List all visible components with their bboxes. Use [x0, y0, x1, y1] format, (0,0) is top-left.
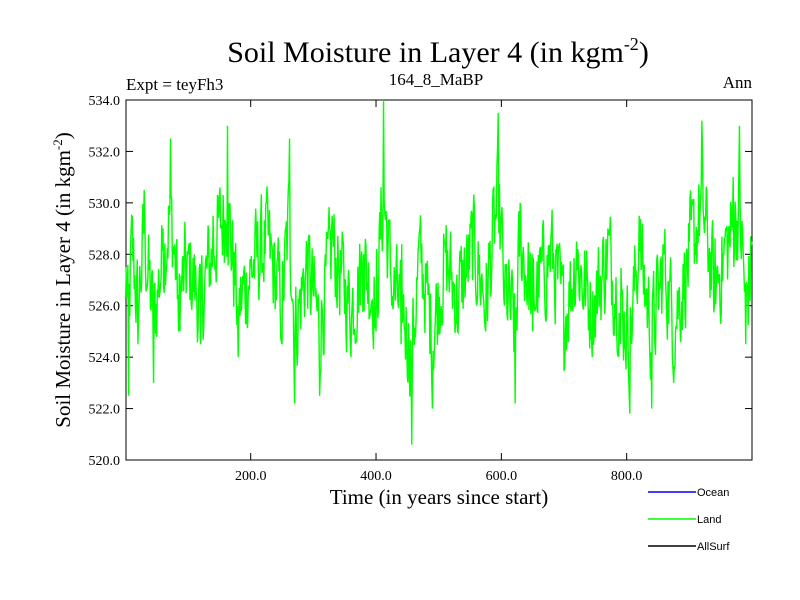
- x-axis-label: Time (in years since start): [330, 485, 549, 509]
- chart-title: Soil Moisture in Layer 4 (in kgm-2): [227, 34, 649, 69]
- subtitle-center: 164_8_MaBP: [389, 70, 483, 89]
- x-tick-label: 400.0: [360, 469, 392, 484]
- x-axis-ticks: 200.0 400.0 600.0 800.0: [235, 100, 642, 484]
- legend-label-ocean: Ocean: [697, 487, 729, 499]
- y-tick-label: 534.0: [89, 94, 121, 109]
- subtitle-right: Ann: [723, 73, 753, 92]
- subtitle-left: Expt = teyFh3: [126, 75, 223, 94]
- y-tick-label: 526.0: [89, 300, 121, 315]
- x-tick-label: 600.0: [486, 469, 518, 484]
- legend: Ocean Land AllSurf: [648, 487, 730, 553]
- y-axis-label: Soil Moisture in Layer 4 (in kgm-2): [50, 132, 75, 427]
- y-tick-label: 530.0: [89, 197, 121, 212]
- legend-label-allsurf: AllSurf: [697, 541, 730, 553]
- series-line-land: [125, 99, 753, 445]
- y-tick-label: 520.0: [89, 454, 121, 469]
- x-tick-label: 800.0: [611, 469, 643, 484]
- y-axis-ticks: 520.0 522.0 524.0 526.0 528.0 530.0 532.0 534.0: [89, 94, 752, 469]
- legend-label-land: Land: [697, 514, 721, 526]
- y-tick-label: 524.0: [89, 351, 121, 366]
- y-tick-label: 522.0: [89, 403, 121, 418]
- y-tick-label: 528.0: [89, 248, 121, 263]
- y-tick-label: 532.0: [89, 145, 121, 160]
- x-tick-label: 200.0: [235, 469, 267, 484]
